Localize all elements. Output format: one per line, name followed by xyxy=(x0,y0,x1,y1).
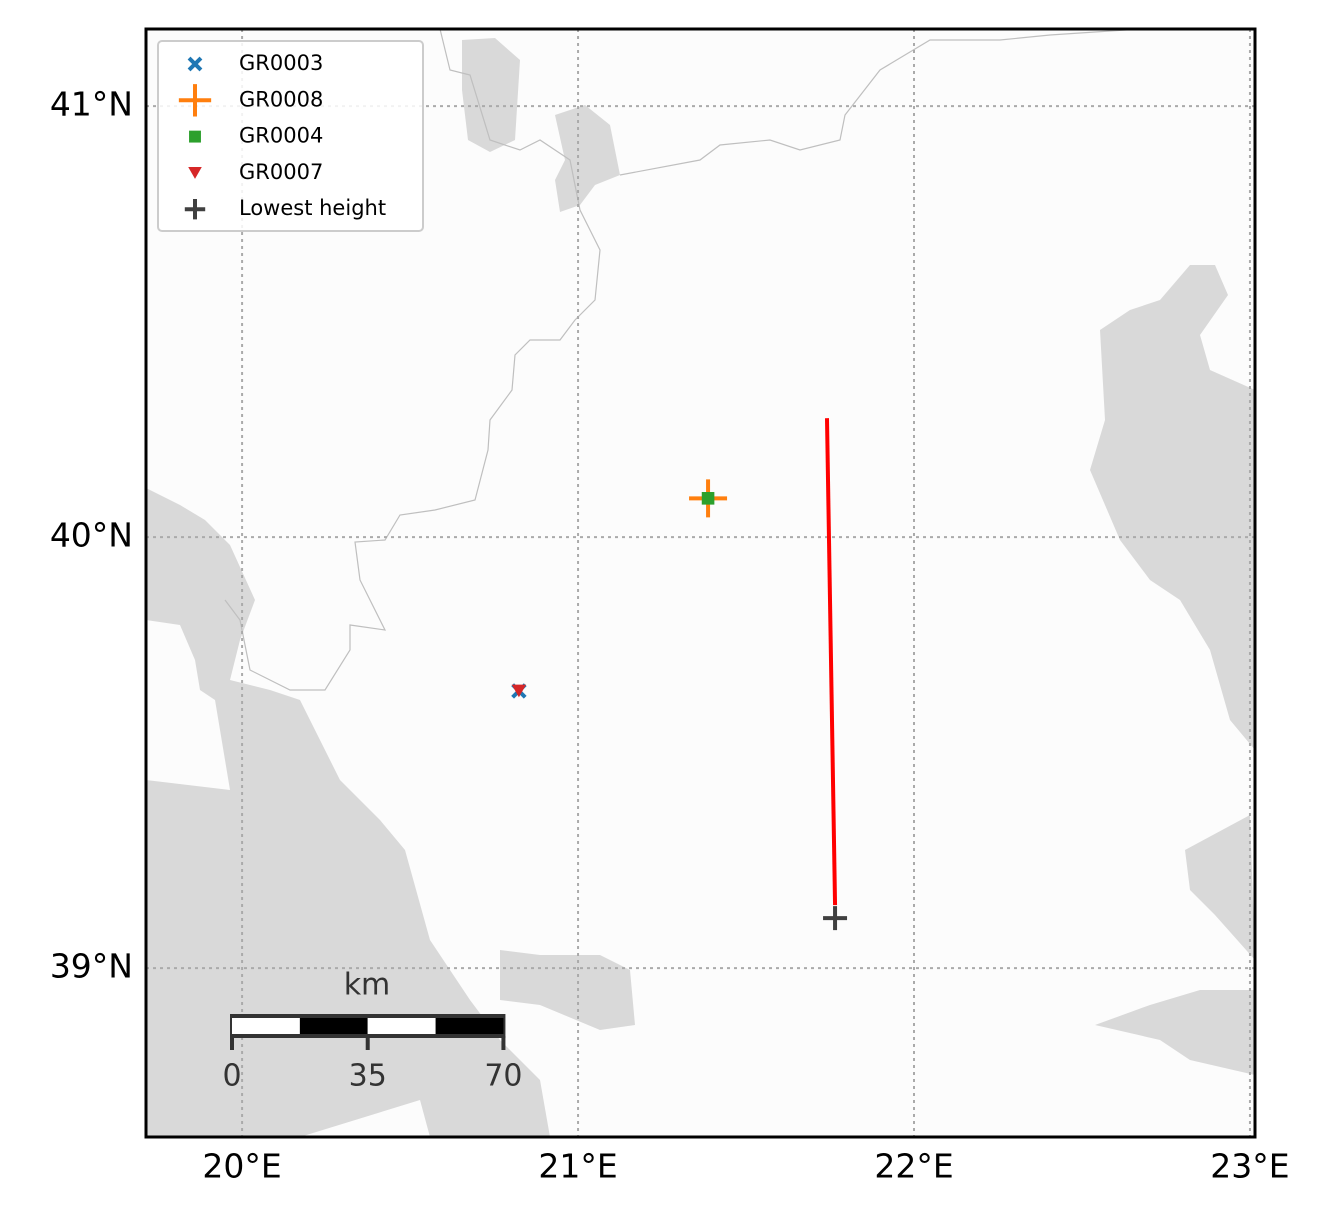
x-tick-label: 23°E xyxy=(1210,1147,1289,1186)
y-tick-label: 41°N xyxy=(50,85,133,124)
y-tick-label: 39°N xyxy=(50,947,133,986)
land xyxy=(1095,990,1255,1075)
scale-tick-label: 70 xyxy=(484,1059,522,1094)
scale-tick-label: 35 xyxy=(349,1059,387,1094)
land-layer xyxy=(146,29,1255,1137)
marker-shape xyxy=(823,906,848,931)
legend-marker xyxy=(188,166,202,179)
legend-label: GR0008 xyxy=(239,87,323,111)
marker-shape xyxy=(184,199,206,220)
scale-segment xyxy=(435,1018,504,1034)
legend-label: GR0003 xyxy=(239,51,323,75)
scale-unit: km xyxy=(344,968,391,1003)
point xyxy=(823,906,848,931)
legend-box xyxy=(157,40,424,232)
y-tick-label: 40°N xyxy=(50,516,133,555)
land xyxy=(1185,815,1255,960)
border xyxy=(224,29,601,691)
x-tick-label: 22°E xyxy=(874,1147,953,1186)
point xyxy=(701,492,715,505)
data-layer xyxy=(511,418,848,931)
legend-marker xyxy=(178,84,212,117)
legend-marker xyxy=(187,56,203,72)
marker-shape xyxy=(187,56,203,72)
land xyxy=(555,105,620,212)
scale-segment xyxy=(367,1018,436,1034)
marker-shape xyxy=(178,84,212,117)
legend: GR0003 GR0008 GR0004 GR0007 Lowest height xyxy=(157,40,424,232)
scale-segment xyxy=(299,1018,368,1034)
legend-marker xyxy=(189,130,201,143)
scale-tick-label: 0 xyxy=(222,1059,241,1094)
land xyxy=(146,488,550,1137)
land xyxy=(500,950,635,1030)
track-line xyxy=(824,418,838,906)
x-tick-label: 21°E xyxy=(538,1147,617,1186)
marker-shape xyxy=(189,130,201,143)
legend-label: GR0004 xyxy=(239,124,323,148)
land xyxy=(462,38,520,152)
scale-segment xyxy=(232,1018,300,1034)
point xyxy=(511,684,527,698)
legend-marker xyxy=(184,199,206,220)
scale-bar: km 0 35 70 xyxy=(222,968,522,1094)
land xyxy=(1090,265,1255,750)
marker-shape xyxy=(701,492,715,505)
map-frame xyxy=(144,27,1257,1139)
marker-shape xyxy=(188,166,202,179)
marker-shape xyxy=(511,684,527,698)
legend-label: Lowest height xyxy=(239,196,386,220)
border xyxy=(619,29,1141,176)
x-tick-label: 20°E xyxy=(202,1147,281,1186)
legend-label: GR0007 xyxy=(239,160,323,184)
